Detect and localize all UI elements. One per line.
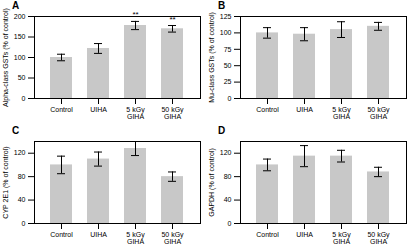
html-text:C: C: [12, 125, 20, 136]
svg-text:0: 0: [22, 220, 26, 227]
svg-text:50 kGyGIHA: 50 kGyGIHA: [161, 231, 184, 245]
svg-text:125: 125: [220, 13, 232, 20]
svg-text:5 kGyGIHA: 5 kGyGIHA: [332, 231, 351, 245]
svg-text:75: 75: [224, 46, 232, 53]
svg-text:Mu-class GSTs (% of control): Mu-class GSTs (% of control): [208, 12, 216, 103]
svg-text:50 kGyGIHA: 50 kGyGIHA: [367, 106, 390, 120]
svg-text:200: 200: [14, 13, 26, 20]
svg-text:Alpha-class GSTs (% of control: Alpha-class GSTs (% of control): [2, 8, 10, 107]
svg-text:Control: Control: [256, 231, 279, 238]
svg-text:5 kGyGIHA: 5 kGyGIHA: [332, 106, 351, 120]
html-text:D: D: [218, 125, 226, 136]
html-text:A: A: [12, 0, 20, 11]
svg-text:120: 120: [220, 149, 232, 156]
svg-text:0: 0: [228, 95, 232, 102]
svg-text:UIHA: UIHA: [296, 231, 313, 238]
svg-text:GAPDH (% of control): GAPDH (% of control): [208, 148, 216, 216]
svg-text:100: 100: [220, 29, 232, 36]
svg-text:40: 40: [18, 196, 26, 203]
svg-text:5 kGyGIHA: 5 kGyGIHA: [126, 106, 145, 120]
svg-text:5 kGyGIHA: 5 kGyGIHA: [126, 231, 145, 245]
svg-text:40: 40: [224, 196, 232, 203]
svg-text:50 kGyGIHA: 50 kGyGIHA: [367, 231, 390, 245]
svg-text:150: 150: [14, 33, 26, 40]
svg-text:80: 80: [18, 173, 26, 180]
svg-text:Control: Control: [256, 106, 279, 113]
svg-text:UIHA: UIHA: [296, 106, 313, 113]
svg-text:120: 120: [14, 149, 26, 156]
svg-text:Control: Control: [50, 106, 73, 113]
svg-text:0: 0: [22, 95, 26, 102]
svg-text:CYP 2E1 (% of control): CYP 2E1 (% of control): [2, 146, 10, 218]
svg-text:**: **: [169, 15, 175, 24]
svg-text:100: 100: [14, 54, 26, 61]
svg-text:Control: Control: [50, 231, 73, 238]
svg-text:50: 50: [224, 62, 232, 69]
svg-text:UIHA: UIHA: [90, 231, 107, 238]
html-text:B: B: [218, 0, 226, 11]
svg-text:0: 0: [228, 220, 232, 227]
svg-text:UIHA: UIHA: [90, 106, 107, 113]
svg-text:80: 80: [224, 173, 232, 180]
svg-text:25: 25: [224, 78, 232, 85]
svg-text:**: **: [132, 10, 138, 19]
svg-text:50: 50: [18, 74, 26, 81]
svg-text:50 kGyGIHA: 50 kGyGIHA: [161, 106, 184, 120]
